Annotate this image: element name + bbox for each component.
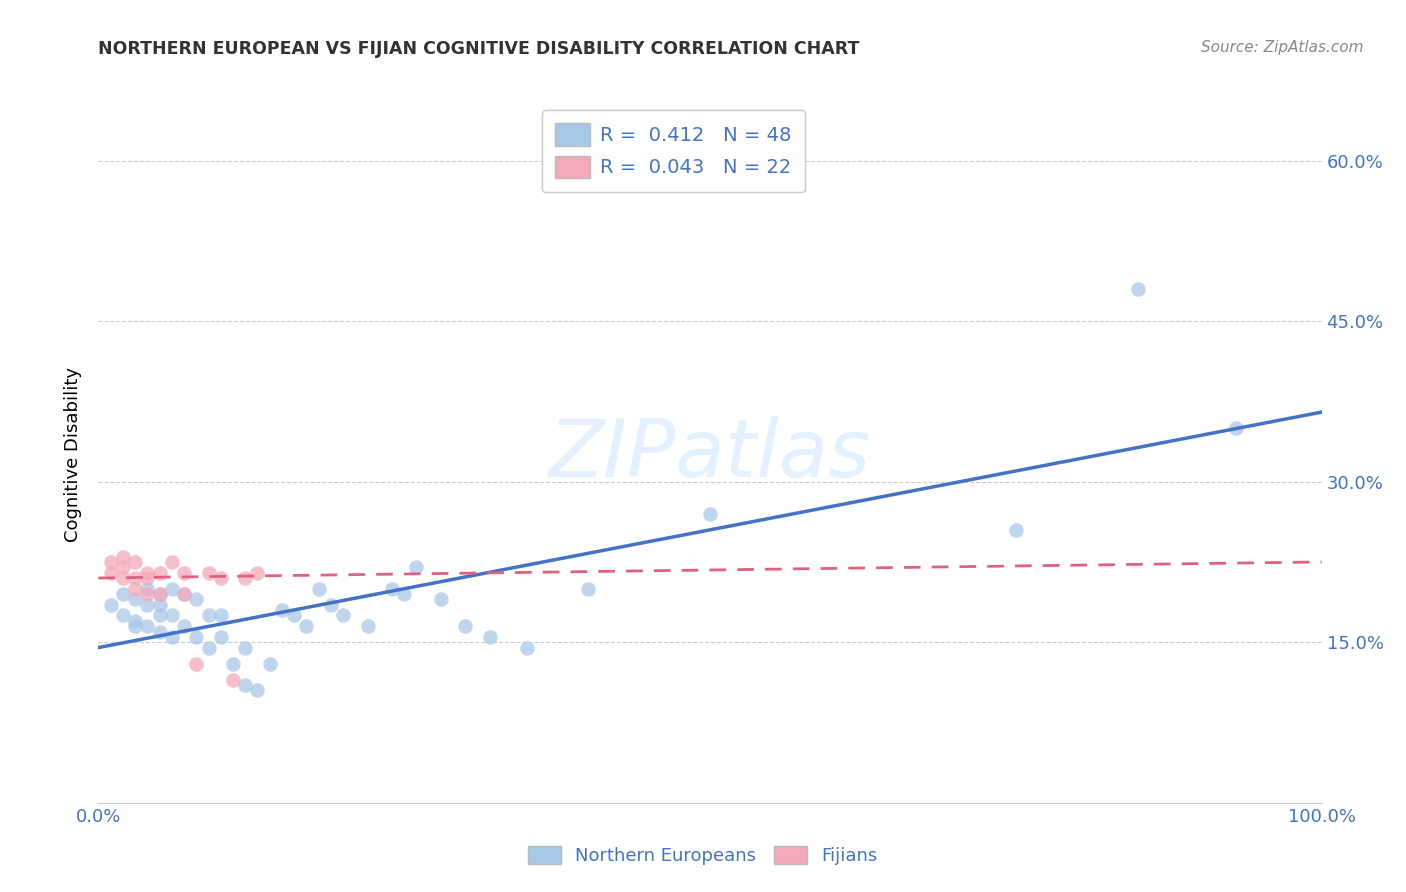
Point [136,582,159,596]
Point [222,673,245,687]
Point [515,640,537,655]
Point [270,603,294,617]
Point [209,571,232,585]
Point [160,582,183,596]
Point [149,566,172,580]
Point [136,598,159,612]
Point [209,608,232,623]
Point [124,614,146,628]
Text: NORTHERN EUROPEAN VS FIJIAN COGNITIVE DISABILITY CORRELATION CHART: NORTHERN EUROPEAN VS FIJIAN COGNITIVE DI… [98,40,860,58]
Point [576,582,599,596]
Legend: Northern Europeans, Fijians: Northern Europeans, Fijians [519,837,887,874]
Point [173,587,195,601]
Point [246,566,269,580]
Point [259,657,281,671]
Point [124,571,146,585]
Point [222,657,245,671]
Point [136,587,159,601]
Point [173,566,195,580]
Y-axis label: Cognitive Disability: Cognitive Disability [65,368,83,542]
Point [246,683,269,698]
Point [699,507,721,521]
Point [430,592,453,607]
Point [173,619,195,633]
Text: Source: ZipAtlas.com: Source: ZipAtlas.com [1201,40,1364,55]
Point [149,608,172,623]
Point [1225,421,1247,435]
Point [160,608,183,623]
Point [124,582,146,596]
Point [308,582,330,596]
Point [319,598,342,612]
Point [160,555,183,569]
Point [149,598,172,612]
Point [111,549,134,564]
Point [381,582,404,596]
Point [283,608,305,623]
Point [209,630,232,644]
Point [233,640,256,655]
Point [149,587,172,601]
Point [111,587,134,601]
Point [136,566,159,580]
Point [186,592,208,607]
Point [124,592,146,607]
Point [149,587,172,601]
Point [124,619,146,633]
Point [405,560,427,574]
Point [233,571,256,585]
Point [136,571,159,585]
Point [332,608,354,623]
Point [136,619,159,633]
Point [160,630,183,644]
Point [111,571,134,585]
Point [356,619,378,633]
Point [186,657,208,671]
Point [1128,282,1150,296]
Point [100,598,122,612]
Point [197,608,219,623]
Point [197,566,219,580]
Point [111,608,134,623]
Text: ZIPatlas: ZIPatlas [548,416,872,494]
Point [111,560,134,574]
Point [392,587,416,601]
Point [454,619,477,633]
Point [124,555,146,569]
Point [100,555,122,569]
Point [295,619,318,633]
Point [478,630,501,644]
Point [100,566,122,580]
Legend: R =  0.412   N = 48, R =  0.043   N = 22: R = 0.412 N = 48, R = 0.043 N = 22 [541,110,806,192]
Point [149,624,172,639]
Point [173,587,195,601]
Point [186,630,208,644]
Point [197,640,219,655]
Point [233,678,256,692]
Point [1004,523,1026,537]
